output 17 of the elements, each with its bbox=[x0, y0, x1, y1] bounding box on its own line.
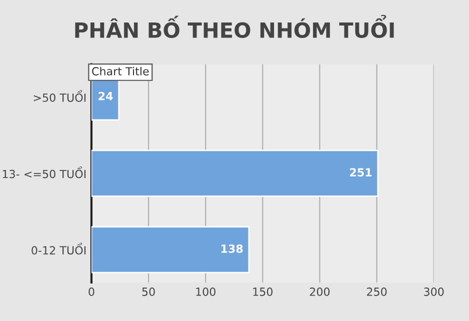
x-tick-label: 200 bbox=[310, 288, 330, 296]
x-tick-label: 150 bbox=[253, 288, 273, 296]
x-tick-label: 250 bbox=[366, 288, 387, 296]
x-tick-label: 50 bbox=[142, 288, 155, 296]
x-tick-label: 0 bbox=[88, 288, 94, 296]
x-tick-label: 100 bbox=[196, 288, 216, 296]
data-label: 24 bbox=[98, 92, 113, 100]
y-tick-label: >50 TUỔI bbox=[34, 90, 86, 102]
chart-title: PHÂN BỐ THEO NHÓM TUỔI bbox=[75, 14, 394, 38]
x-tick-label: 300 bbox=[424, 288, 444, 296]
annotation: Chart Title bbox=[92, 66, 149, 76]
bar bbox=[91, 150, 379, 197]
bar bbox=[91, 226, 250, 274]
data-label: 138 bbox=[221, 244, 243, 253]
data-label: 251 bbox=[350, 168, 372, 177]
y-tick-label: 0-12 TUỔI bbox=[32, 242, 86, 255]
y-tick-label: 13- <=50 TUỔI bbox=[2, 166, 86, 178]
